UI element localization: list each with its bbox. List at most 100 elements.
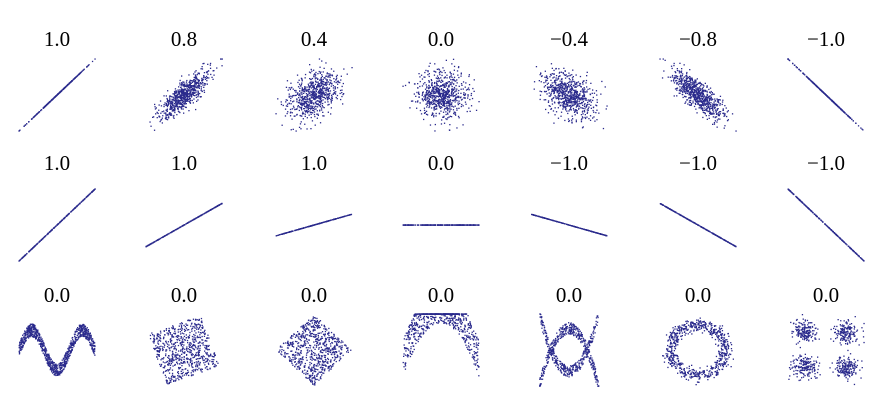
data-point bbox=[76, 205, 78, 207]
data-point bbox=[318, 92, 320, 95]
data-point bbox=[673, 62, 675, 65]
data-point bbox=[688, 101, 690, 103]
data-point bbox=[447, 91, 450, 93]
data-point bbox=[692, 100, 694, 102]
data-point bbox=[211, 76, 213, 78]
data-point bbox=[315, 223, 317, 226]
data-point bbox=[708, 117, 710, 119]
data-point bbox=[172, 109, 174, 111]
data-point bbox=[583, 87, 585, 89]
data-point bbox=[807, 77, 809, 79]
data-point bbox=[179, 82, 181, 84]
data-point bbox=[207, 73, 209, 75]
data-point bbox=[166, 97, 168, 100]
data-point bbox=[181, 82, 183, 84]
data-point bbox=[567, 103, 569, 105]
data-point bbox=[561, 82, 563, 84]
data-point bbox=[677, 84, 680, 86]
data-point bbox=[299, 85, 302, 87]
data-point bbox=[322, 106, 324, 108]
data-point bbox=[295, 94, 297, 96]
data-point bbox=[77, 204, 79, 206]
data-point bbox=[605, 108, 607, 110]
data-point bbox=[203, 91, 206, 93]
data-point bbox=[829, 97, 831, 100]
data-point bbox=[330, 100, 332, 102]
data-point bbox=[326, 79, 328, 81]
data-point bbox=[583, 105, 586, 108]
data-point bbox=[679, 88, 681, 90]
data-point bbox=[583, 93, 585, 95]
data-point bbox=[177, 93, 179, 95]
data-point bbox=[574, 100, 577, 102]
data-point bbox=[308, 71, 311, 73]
data-point bbox=[429, 102, 431, 105]
data-point bbox=[706, 93, 708, 95]
data-point bbox=[181, 92, 184, 95]
data-point bbox=[310, 116, 312, 119]
data-point bbox=[25, 253, 28, 255]
data-point bbox=[174, 101, 177, 104]
data-point bbox=[440, 96, 442, 99]
data-point bbox=[88, 193, 91, 195]
data-point bbox=[307, 108, 309, 111]
data-point bbox=[566, 103, 568, 105]
data-point bbox=[540, 91, 543, 93]
data-point bbox=[700, 85, 702, 87]
data-point bbox=[198, 84, 200, 86]
data-point bbox=[194, 88, 196, 90]
data-point bbox=[209, 62, 212, 65]
data-point bbox=[576, 104, 578, 106]
data-point bbox=[457, 92, 459, 94]
data-point bbox=[435, 95, 437, 97]
data-point bbox=[726, 111, 728, 113]
data-point bbox=[310, 87, 313, 89]
data-point bbox=[327, 94, 329, 96]
data-point bbox=[430, 93, 433, 95]
data-point bbox=[186, 83, 188, 85]
data-point bbox=[321, 83, 324, 85]
data-point bbox=[547, 77, 549, 80]
data-point bbox=[457, 103, 459, 106]
data-point bbox=[793, 64, 796, 66]
data-point bbox=[165, 109, 167, 111]
data-point bbox=[307, 89, 310, 91]
data-point bbox=[686, 89, 688, 91]
data-point bbox=[328, 97, 330, 99]
data-point bbox=[543, 90, 546, 93]
data-point bbox=[186, 86, 188, 88]
data-point bbox=[193, 89, 195, 91]
data-point bbox=[179, 100, 181, 102]
data-point bbox=[305, 93, 308, 95]
data-point bbox=[562, 108, 564, 110]
data-point bbox=[446, 87, 449, 90]
data-point bbox=[212, 70, 214, 72]
data-point bbox=[709, 87, 712, 89]
data-point bbox=[168, 117, 170, 119]
data-point bbox=[445, 118, 447, 120]
data-point bbox=[327, 104, 329, 106]
data-point bbox=[182, 81, 184, 83]
data-point bbox=[458, 100, 460, 102]
data-point bbox=[562, 72, 564, 74]
data-point bbox=[318, 89, 321, 92]
data-point bbox=[585, 79, 588, 82]
data-point bbox=[589, 88, 591, 90]
data-point bbox=[322, 102, 324, 105]
data-point bbox=[708, 110, 710, 112]
data-point bbox=[689, 101, 692, 104]
data-point bbox=[47, 233, 49, 235]
data-point bbox=[184, 102, 186, 104]
data-point bbox=[699, 95, 701, 97]
data-point bbox=[710, 90, 712, 93]
data-point bbox=[554, 80, 556, 82]
data-point bbox=[178, 99, 180, 102]
data-point bbox=[178, 93, 180, 95]
data-point bbox=[682, 84, 684, 86]
data-point bbox=[435, 101, 437, 103]
data-point bbox=[593, 116, 595, 118]
data-point bbox=[566, 85, 569, 88]
data-point bbox=[78, 203, 81, 205]
data-point bbox=[333, 78, 335, 80]
data-point bbox=[188, 84, 190, 86]
